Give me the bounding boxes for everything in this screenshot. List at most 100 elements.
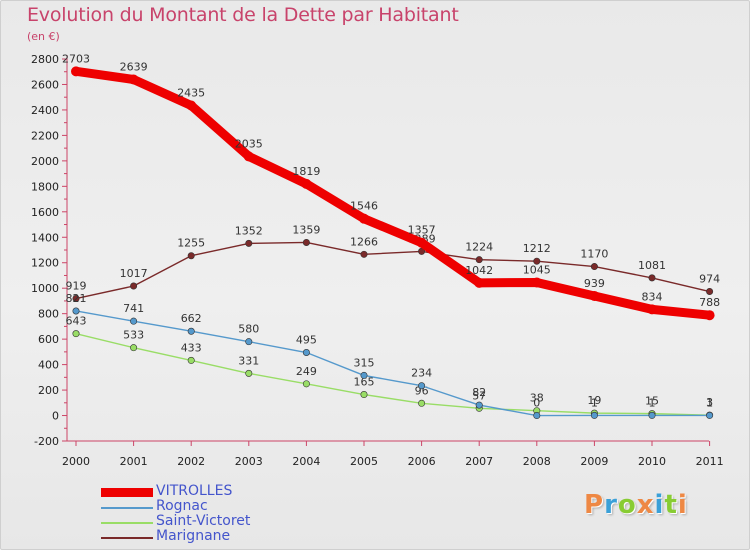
data-label-vitrolles: 1357: [408, 224, 436, 237]
data-point-rognac: [706, 411, 714, 419]
data-point-vitrolles: [704, 310, 715, 321]
data-label-marignane: 1170: [580, 248, 608, 261]
data-point-vitrolles: [416, 237, 427, 248]
y-tick-label: 2000: [31, 155, 59, 168]
data-point-saint-victoret: [245, 369, 253, 377]
data-point-vitrolles: [301, 178, 312, 189]
data-point-marignane: [706, 288, 714, 296]
y-tick-label: 1400: [31, 231, 59, 244]
series-line-marignane: [75, 241, 711, 300]
legend-label-vitrolles: VITROLLES: [156, 483, 233, 499]
data-label-marignane: 919: [66, 280, 87, 293]
data-label-saint-victoret: 38: [530, 392, 544, 405]
y-tick-label: 2800: [31, 53, 59, 66]
data-point-rognac: [648, 411, 656, 419]
data-point-rognac: [533, 412, 541, 420]
logo-letter: r: [604, 490, 618, 520]
data-label-marignane: 1352: [235, 224, 263, 237]
y-tick-label: 1200: [31, 257, 59, 270]
x-tick-label: 2004: [292, 455, 320, 468]
x-tick-label: 2002: [177, 455, 205, 468]
data-label-marignane: 1017: [120, 267, 148, 280]
data-label-saint-victoret: 249: [296, 365, 317, 378]
x-tick-label: 2003: [235, 455, 263, 468]
data-label-vitrolles: 1819: [292, 165, 320, 178]
data-label-vitrolles: 1045: [523, 263, 551, 276]
data-point-saint-victoret: [72, 330, 80, 338]
data-label-vitrolles: 834: [642, 290, 663, 303]
data-label-vitrolles: 2435: [177, 86, 205, 99]
data-point-rognac: [245, 338, 253, 346]
series-line-rognac: [75, 310, 711, 417]
legend-item-rognac: Rognac: [101, 498, 361, 515]
data-point-marignane: [590, 263, 598, 271]
data-label-vitrolles: 1546: [350, 200, 378, 213]
legend-item-vitrolles: VITROLLES: [101, 483, 361, 500]
data-label-vitrolles: 788: [699, 296, 720, 309]
data-label-saint-victoret: 165: [354, 376, 375, 389]
legend-swatch-saint-victoret: [101, 522, 153, 524]
data-label-saint-victoret: 15: [645, 395, 659, 408]
data-point-rognac: [360, 371, 368, 379]
logo-letter: i: [677, 490, 688, 520]
data-point-marignane: [533, 257, 541, 265]
legend-item-marignane: Marignane: [101, 528, 361, 545]
x-tick-label: 2005: [350, 455, 378, 468]
data-label-marignane: 1224: [465, 241, 493, 254]
data-point-vitrolles: [531, 277, 542, 288]
data-label-rognac: 495: [296, 334, 317, 347]
x-tick-label: 2010: [638, 455, 666, 468]
legend: VITROLLES Rognac Saint-Victoret Marignane: [101, 483, 361, 545]
legend-item-saint-victoret: Saint-Victoret: [101, 513, 361, 530]
legend-swatch-rognac: [101, 507, 153, 509]
data-label-marignane: 974: [699, 273, 720, 286]
logo-letter: t: [664, 490, 678, 520]
y-tick-label: 600: [38, 333, 59, 346]
y-tick-label: 1600: [31, 206, 59, 219]
x-tick-label: 2009: [580, 455, 608, 468]
data-label-rognac: 580: [238, 323, 259, 336]
data-point-marignane: [360, 250, 368, 258]
series-line-vitrolles: [71, 66, 715, 320]
data-label-vitrolles: 939: [584, 277, 605, 290]
data-label-vitrolles: 2639: [120, 61, 148, 74]
x-tick-label: 2000: [62, 455, 90, 468]
data-point-vitrolles: [474, 277, 485, 288]
y-tick-label: 0: [52, 410, 59, 423]
data-label-vitrolles: 2035: [235, 137, 263, 150]
data-point-rognac: [187, 327, 195, 335]
data-label-rognac: 1: [649, 396, 656, 409]
data-point-vitrolles: [243, 151, 254, 162]
data-point-vitrolles: [359, 213, 369, 224]
data-point-saint-victoret: [360, 391, 368, 399]
x-tick-label: 2011: [696, 455, 724, 468]
data-point-saint-victoret: [130, 344, 138, 352]
data-label-saint-victoret: 433: [181, 341, 202, 354]
data-label-rognac: 1: [591, 396, 598, 409]
series-line-saint-victoret: [75, 332, 711, 416]
data-point-rognac: [302, 349, 310, 357]
data-label-rognac: 82: [472, 386, 486, 399]
data-label-marignane: 1081: [638, 259, 666, 272]
data-label-vitrolles: 1042: [465, 264, 493, 277]
data-point-marignane: [245, 239, 253, 247]
data-label-marignane: 1212: [523, 242, 551, 255]
y-tick-label: 1000: [31, 282, 59, 295]
logo-letter: o: [617, 490, 637, 520]
data-point-vitrolles: [71, 66, 81, 77]
data-point-saint-victoret: [187, 356, 195, 364]
logo-letter: i: [654, 490, 665, 520]
data-label-rognac: 234: [411, 367, 432, 380]
y-tick-label: 400: [38, 359, 59, 372]
data-point-rognac: [475, 401, 483, 409]
data-label-rognac: 0: [533, 397, 540, 410]
data-point-marignane: [187, 252, 195, 260]
data-label-saint-victoret: 3: [706, 396, 713, 409]
data-point-marignane: [475, 256, 483, 264]
data-point-rognac: [72, 307, 80, 315]
chart-title: Evolution du Montant de la Dette par Hab…: [27, 4, 459, 26]
y-tick-label: 2200: [31, 129, 59, 142]
data-label-rognac: 741: [123, 302, 144, 315]
